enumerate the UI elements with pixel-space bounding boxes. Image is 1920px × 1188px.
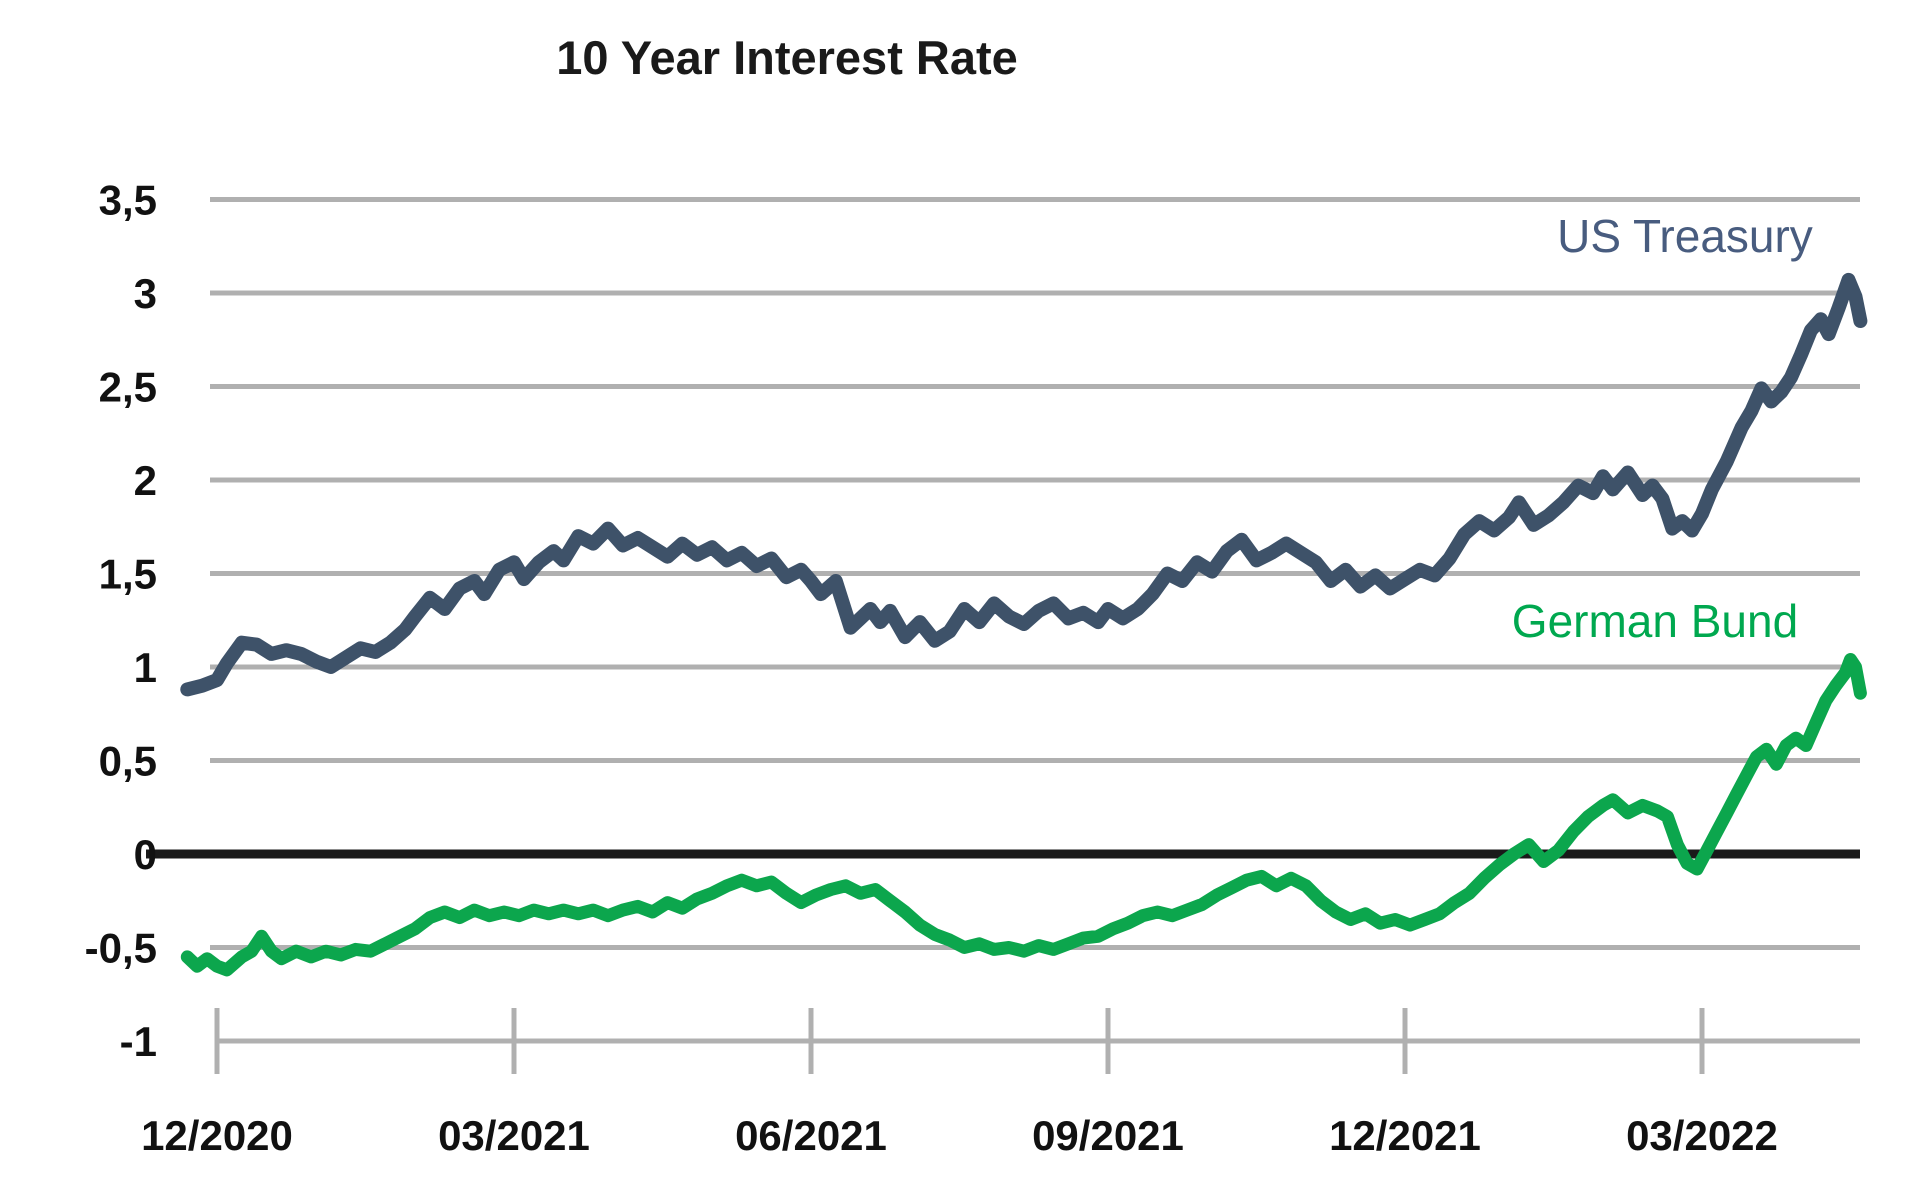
- y-tick-label: 2,5: [99, 364, 157, 411]
- series-layer: [180, 272, 1868, 977]
- axis-layer: [214, 1008, 1860, 1074]
- y-tick-label: 0: [134, 831, 157, 878]
- y-tick-label: -1: [120, 1018, 157, 1065]
- y-tick-label: 1: [134, 644, 157, 691]
- y-tick-label: 2: [134, 457, 157, 504]
- x-tick-label: 09/2021: [1032, 1112, 1184, 1159]
- label-layer: 3,5 3 2,5 2 1,5 1 0,5 0 -0,5 -1 12/2020 03/2021 06/2…: [85, 177, 1813, 1160]
- y-tick-label: -0,5: [85, 925, 157, 972]
- us-treasury-line: [180, 272, 1868, 697]
- x-tick-label: 03/2021: [438, 1112, 590, 1159]
- us-treasury-label: US Treasury: [1557, 210, 1813, 262]
- grid-layer: [146, 197, 1860, 950]
- x-tick-label: 12/2020: [141, 1112, 293, 1159]
- x-tick-label: 03/2022: [1626, 1112, 1778, 1159]
- x-tick-label: 12/2021: [1329, 1112, 1481, 1159]
- y-tick-label: 3,5: [99, 177, 157, 224]
- german-bund-label: German Bund: [1512, 595, 1798, 647]
- y-tick-label: 1,5: [99, 551, 157, 598]
- y-tick-label: 3: [134, 270, 157, 317]
- y-tick-label: 0,5: [99, 738, 157, 785]
- german-bund-line: [180, 653, 1867, 977]
- chart-title: 10 Year Interest Rate: [556, 31, 1018, 84]
- x-tick-label: 06/2021: [735, 1112, 887, 1159]
